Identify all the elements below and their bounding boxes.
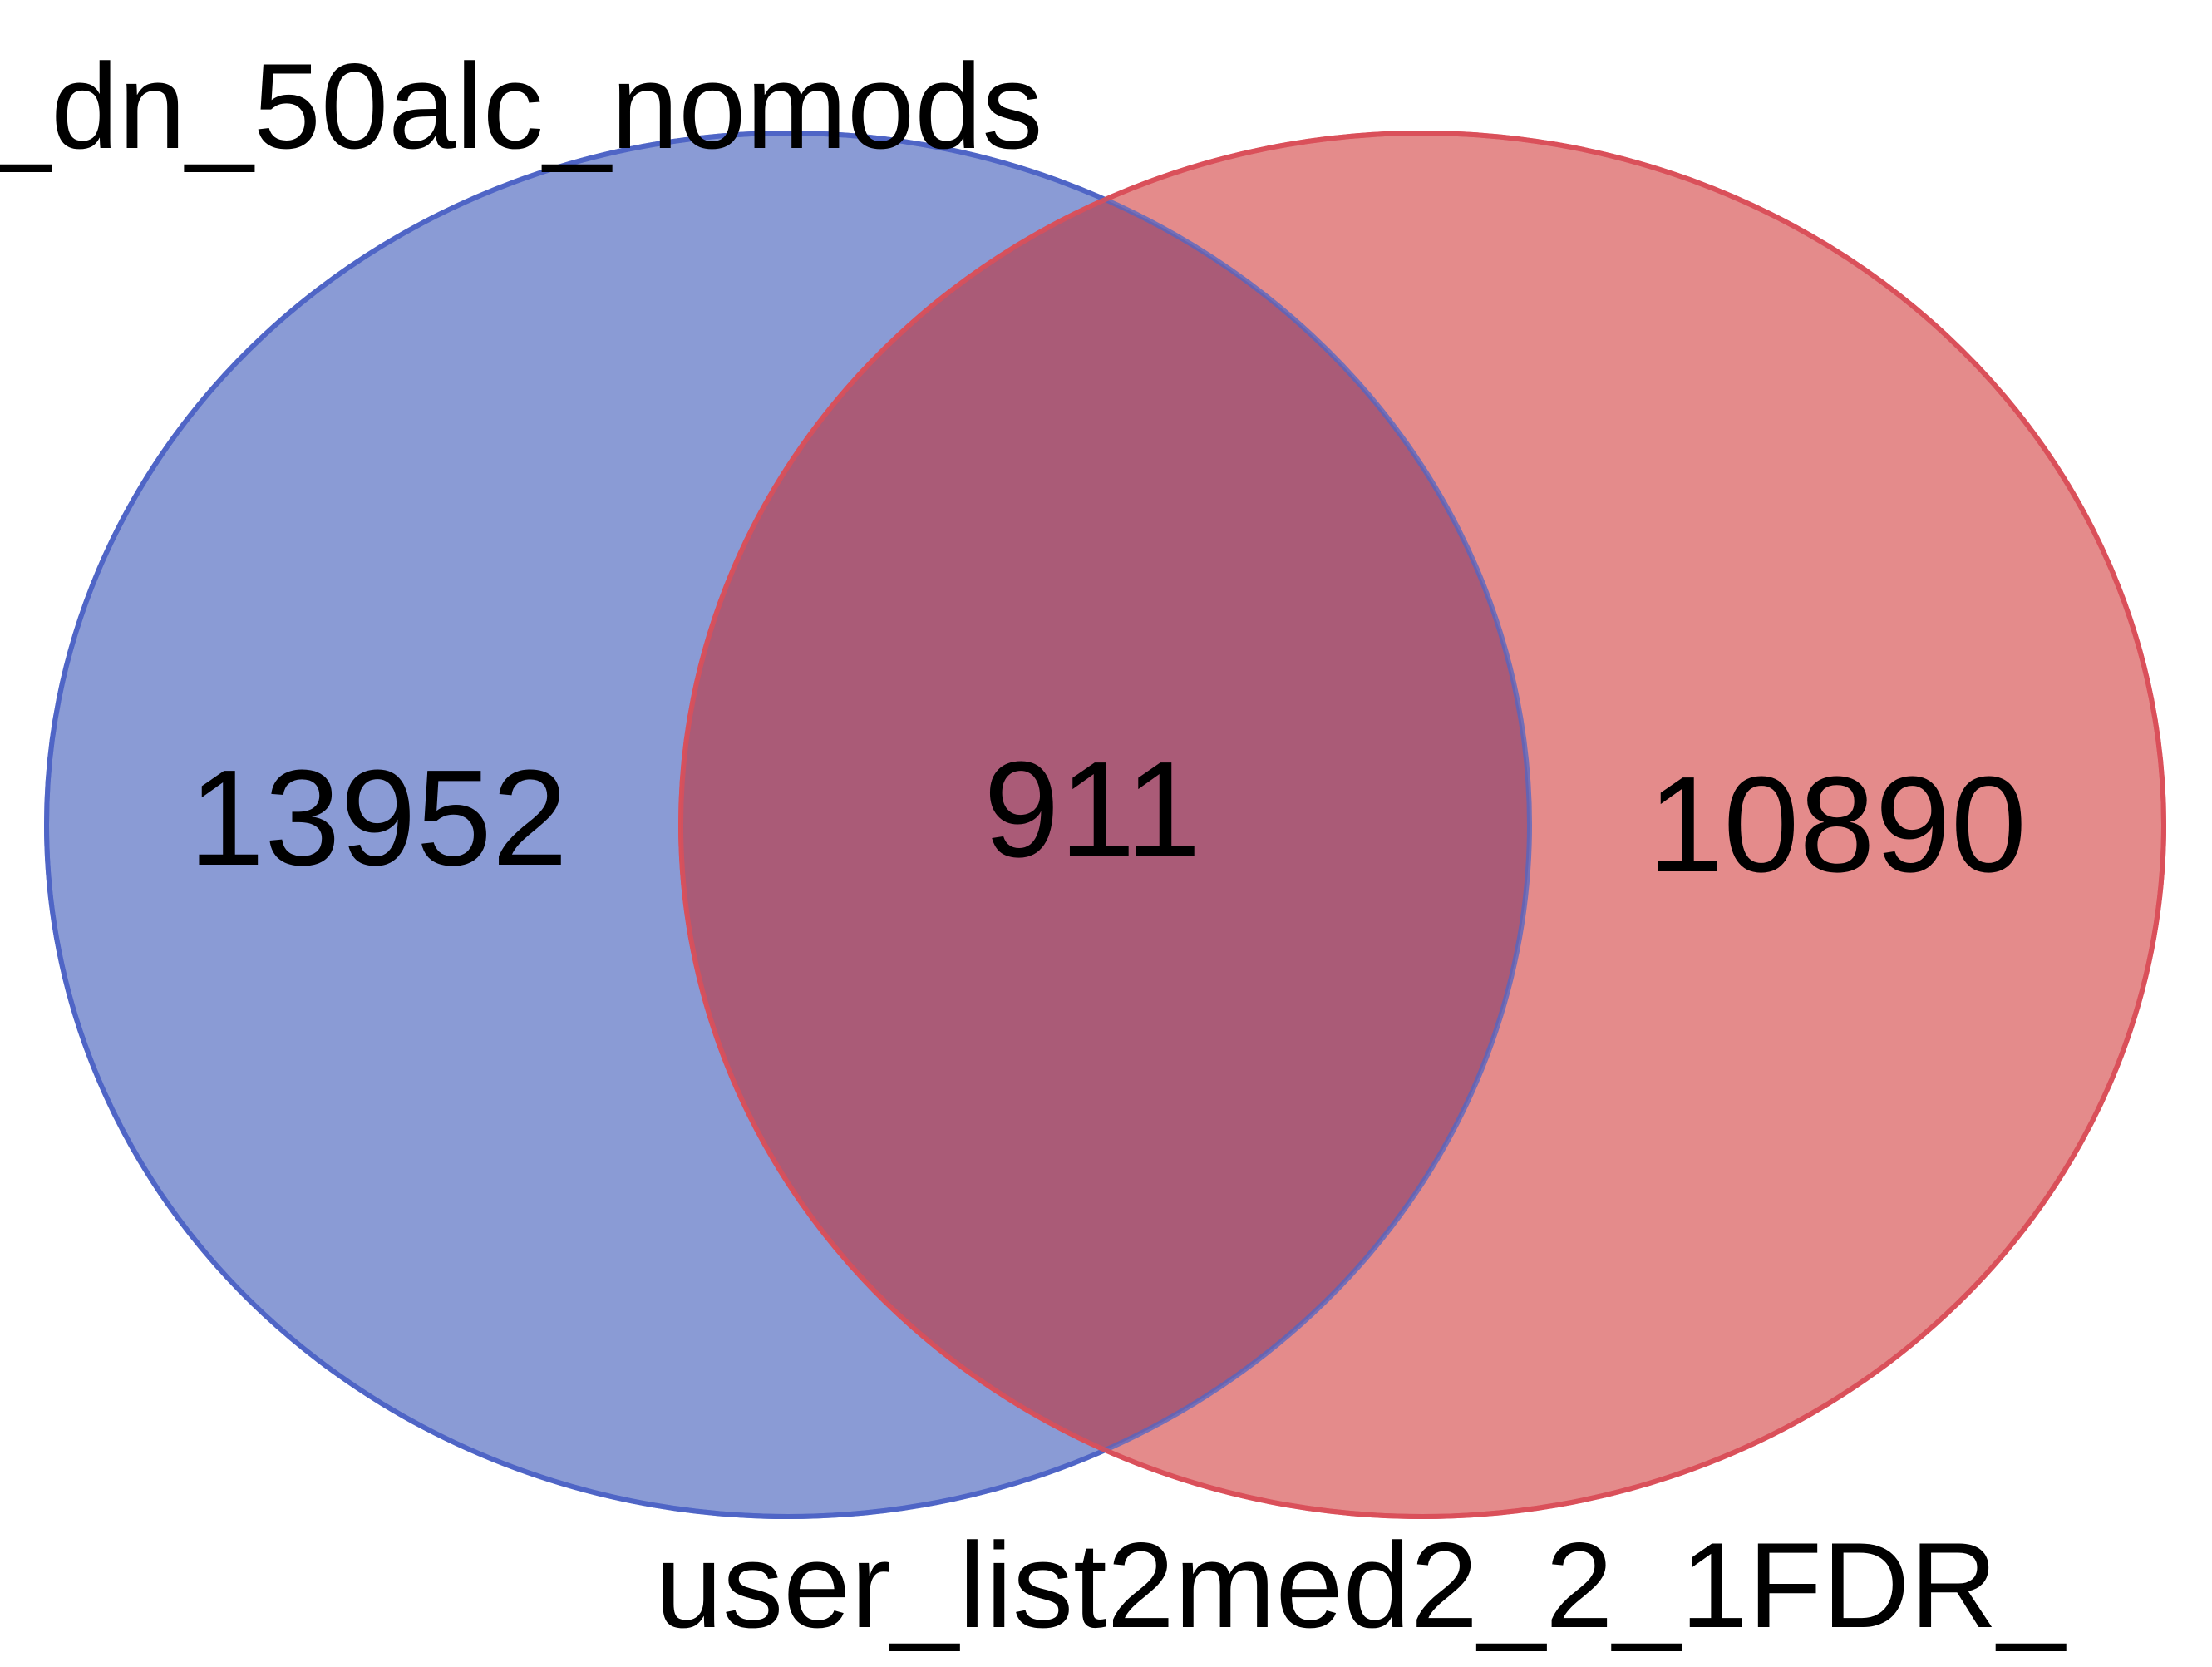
intersection-region bbox=[681, 133, 1530, 1517]
left-set-outline bbox=[44, 131, 1532, 1519]
left-only-count: 13952 bbox=[189, 742, 568, 894]
right-set-outline bbox=[678, 131, 2166, 1519]
right-set-label: user_list2med2_2_1FDR_ bbox=[655, 1517, 2067, 1653]
intersection-count: 911 bbox=[983, 733, 1200, 885]
right-only-count: 10890 bbox=[1648, 748, 2027, 900]
left-set-label: _dn_50alc_nomods bbox=[0, 38, 1042, 174]
